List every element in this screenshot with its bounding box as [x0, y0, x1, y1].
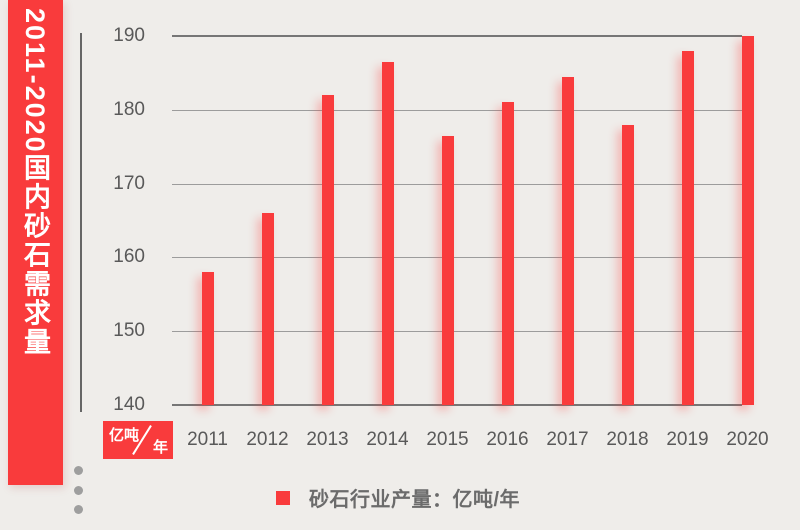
gridline-150: [172, 331, 742, 333]
legend: 砂石行业产量：亿吨/年: [276, 483, 520, 512]
x-tick-2020: 2020: [726, 429, 769, 450]
bar-2014: [381, 61, 394, 405]
bar-2011: [201, 272, 214, 405]
vertical-divider-line: [80, 33, 82, 412]
bar-2015: [441, 135, 454, 405]
x-tick-2013: 2013: [306, 429, 349, 450]
x-tick-2017: 2017: [546, 429, 589, 450]
unit-numerator: 亿吨: [109, 427, 140, 444]
bar-2013: [321, 95, 334, 405]
gridline-170: [172, 183, 742, 185]
unit-badge: 亿吨 年: [103, 421, 173, 459]
x-tick-2015: 2015: [426, 429, 469, 450]
bar-2019: [681, 50, 694, 405]
y-tick-190: 190: [113, 25, 145, 46]
y-tick-150: 150: [113, 320, 145, 342]
y-tick-180: 180: [113, 98, 145, 120]
legend-label: 砂石行业产量：亿吨/年: [309, 489, 521, 511]
x-tick-2011: 2011: [187, 429, 228, 450]
y-tick-160: 160: [113, 246, 145, 268]
bar-2018: [621, 124, 634, 405]
gridline-190: [172, 35, 742, 37]
x-tick-2014: 2014: [366, 429, 409, 450]
y-tick-170: 170: [113, 172, 145, 194]
bar-2016: [501, 102, 514, 405]
chart-title: 2011-2020国内砂石需求量: [20, 8, 50, 357]
gridline-180: [172, 109, 742, 111]
decor-dots: [74, 466, 84, 516]
dot: [74, 485, 83, 495]
gridline-140: [172, 404, 742, 406]
plot-area: [172, 35, 754, 406]
gridline-160: [172, 257, 742, 259]
title-banner: 2011-2020国内砂石需求量: [8, 0, 63, 485]
unit-denominator: 年: [152, 439, 168, 456]
x-tick-2012: 2012: [246, 429, 289, 450]
x-tick-2018: 2018: [606, 429, 649, 450]
x-tick-2016: 2016: [486, 429, 529, 450]
dot: [74, 505, 83, 514]
x-tick-2019: 2019: [666, 429, 709, 450]
bar-2017: [561, 76, 574, 405]
bar-2012: [261, 213, 274, 405]
dot: [74, 466, 83, 475]
bar-2020: [741, 36, 754, 405]
y-tick-140: 140: [113, 394, 145, 415]
legend-marker-square: [276, 490, 290, 505]
